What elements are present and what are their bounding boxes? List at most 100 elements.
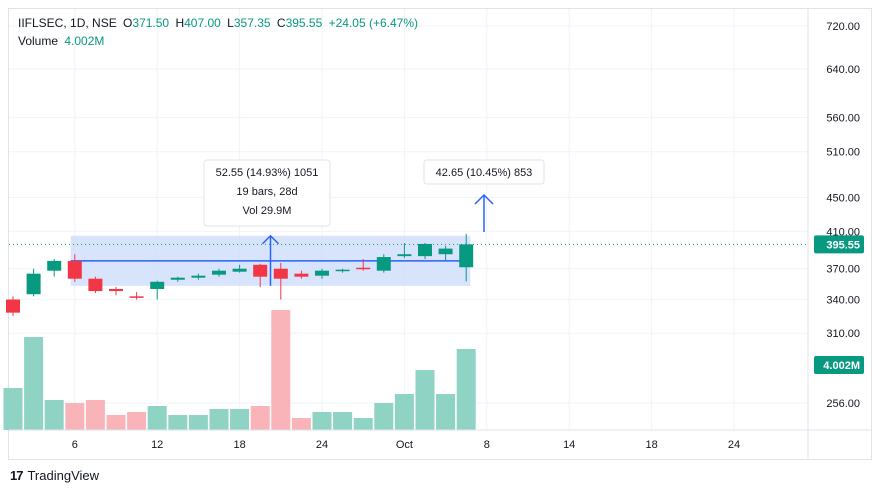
volume-bar	[456, 349, 476, 430]
volume-bar	[147, 406, 167, 430]
close-value: 395.55	[285, 16, 323, 30]
candle-body[interactable]	[67, 260, 82, 279]
volume-bar	[24, 337, 44, 430]
volume-label: Volume	[18, 34, 59, 48]
volume-bar	[230, 409, 250, 430]
close-label: C	[276, 16, 286, 30]
candle-body[interactable]	[129, 296, 144, 298]
change-value: +24.05 (+6.47%)	[328, 16, 419, 30]
price-tick-label: 256.00	[826, 398, 860, 410]
volume-bar	[44, 400, 64, 430]
time-axis: 6 12 18 24 Oct 8 14 18 24	[9, 429, 872, 451]
candle-body[interactable]	[88, 278, 103, 292]
measure-tooltip-text: Vol 29.9M	[243, 205, 292, 217]
candle-body[interactable]	[26, 273, 41, 295]
volume-bar	[415, 370, 435, 430]
candle-body[interactable]	[315, 270, 329, 276]
volume-bar	[65, 403, 85, 430]
volume-bar	[127, 412, 147, 430]
time-tick-label: 24	[728, 439, 740, 451]
volume-bar	[250, 406, 270, 430]
last-volume-badge	[814, 356, 864, 374]
candle-body[interactable]	[376, 257, 391, 271]
volume-value: 4.002M	[64, 34, 105, 48]
open-label: O	[123, 16, 133, 30]
volume-bar	[291, 418, 311, 430]
time-tick-label: 24	[316, 439, 328, 451]
tradingview-label: TradingView	[27, 468, 100, 483]
candle-body[interactable]	[6, 299, 20, 313]
time-tick-label: 8	[484, 439, 490, 451]
measure2-tooltip-text: 42.65 (10.45%) 853	[436, 167, 533, 179]
low-value: 357.35	[233, 16, 271, 30]
symbol-title[interactable]: IIFLSEC, 1D, NSE	[18, 16, 117, 30]
volume-bars	[3, 310, 476, 430]
grid-lines	[9, 9, 808, 430]
volume-bar	[374, 403, 394, 430]
measure-arrowhead-up-icon	[261, 234, 280, 245]
price-tick-label: 310.00	[826, 328, 860, 340]
volume-legend: Volume 4.002M	[18, 34, 107, 48]
high-value: 407.00	[184, 16, 221, 30]
measure-tooltip-box	[203, 159, 331, 227]
volume-bar	[353, 418, 373, 430]
price-tick-label: 370.00	[826, 264, 860, 276]
candles	[6, 233, 808, 316]
volume-bar	[188, 415, 208, 430]
price-tick-label: 720.00	[826, 21, 860, 33]
candle-body[interactable]	[418, 243, 432, 257]
price-axis: 720.00 640.00 560.00 510.00 450.00 410.00 370.…	[807, 9, 864, 460]
time-tick-label: 6	[72, 439, 78, 451]
candle-body[interactable]	[397, 254, 412, 257]
volume-bar	[3, 388, 23, 430]
volume-bar	[394, 394, 414, 430]
ohlc-legend: IIFLSEC, 1D, NSE O371.50 H407.00 L357.35…	[18, 16, 421, 30]
tradingview-logo-icon: 17	[10, 468, 24, 483]
low-label: L	[227, 16, 234, 30]
candle-body[interactable]	[335, 269, 350, 272]
candle-body[interactable]	[170, 277, 185, 280]
chart-frame	[8, 8, 872, 460]
time-tick-label: 18	[233, 439, 245, 451]
price-tick-label: 410.00	[826, 226, 860, 238]
time-tick-label: 14	[563, 439, 575, 451]
volume-bar	[106, 415, 126, 430]
candle-body[interactable]	[109, 288, 123, 292]
volume-bar	[312, 412, 332, 430]
last-price-badge	[814, 235, 864, 254]
measure-tooltip-text: 19 bars, 28d	[236, 186, 297, 198]
price-tick-label: 450.00	[826, 192, 860, 204]
candle-body[interactable]	[438, 248, 453, 255]
volume-bar	[85, 400, 105, 430]
measure2-arrowhead-up-icon	[474, 193, 494, 205]
time-tick-label: Oct	[396, 439, 413, 451]
price-tick-label: 510.00	[826, 147, 860, 159]
open-value: 371.50	[132, 16, 170, 30]
candle-body[interactable]	[273, 268, 288, 279]
candle-body[interactable]	[47, 260, 62, 271]
high-label: H	[175, 16, 185, 30]
candle-body[interactable]	[253, 264, 268, 277]
measure-tooltip-text: 52.55 (14.93%) 1051	[216, 167, 319, 179]
measure-tool: 52.55 (14.93%) 1051 19 bars, 28d Vol 29.9M…	[70, 159, 545, 286]
candle-body[interactable]	[191, 275, 206, 278]
price-tick-label: 560.00	[826, 113, 860, 125]
candle-body[interactable]	[232, 268, 247, 272]
volume-bar	[436, 394, 456, 430]
volume-bar	[333, 412, 353, 430]
tradingview-branding[interactable]: 17 TradingView	[10, 468, 99, 483]
candle-body[interactable]	[294, 273, 309, 277]
volume-bar	[209, 409, 229, 430]
time-tick-label: 12	[151, 439, 163, 451]
candle-body[interactable]	[150, 281, 165, 289]
last-price-label: 395.55	[826, 239, 860, 251]
candle-body[interactable]	[459, 244, 474, 268]
volume-bar	[271, 310, 291, 430]
price-tick-label: 340.00	[826, 295, 860, 307]
volume-bar	[168, 415, 188, 430]
candle-body[interactable]	[356, 267, 371, 270]
price-tick-label: 640.00	[826, 64, 860, 76]
time-tick-label: 18	[645, 439, 657, 451]
candle-body[interactable]	[212, 270, 226, 275]
